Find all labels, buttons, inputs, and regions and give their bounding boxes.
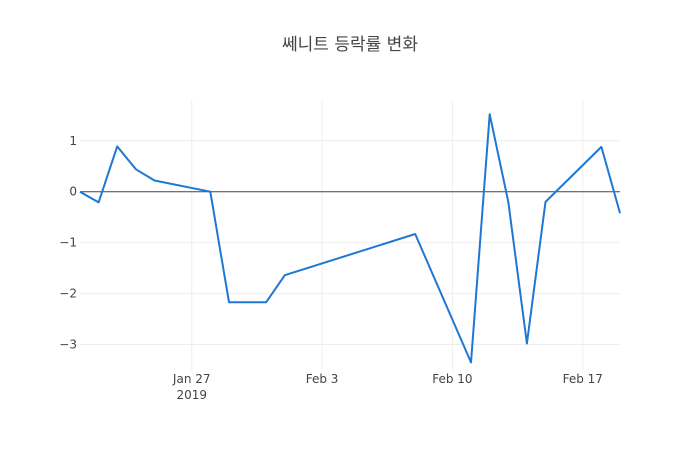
x-tick-label: Feb 3 xyxy=(306,372,339,386)
y-tick-label: 1 xyxy=(69,134,77,148)
chart-title: 쎄니트 등락률 변화 xyxy=(282,35,418,55)
series-line xyxy=(79,113,621,364)
y-tick-label: −3 xyxy=(59,338,77,352)
grid xyxy=(80,100,620,370)
x-tick-sublabel: 2019 xyxy=(176,388,207,402)
x-tick-label: Feb 10 xyxy=(432,372,472,386)
axes: Jan 27 2019 Feb 3 Feb 10 Feb 17 1 0 −1 −2 −3 xyxy=(59,134,603,402)
series-layer xyxy=(79,113,621,364)
y-tick-label: −2 xyxy=(59,287,77,301)
x-tick-label: Jan 27 xyxy=(172,372,211,386)
y-tick-label: 0 xyxy=(69,185,77,199)
y-tick-label: −1 xyxy=(59,236,77,250)
x-tick-label: Feb 17 xyxy=(563,372,603,386)
